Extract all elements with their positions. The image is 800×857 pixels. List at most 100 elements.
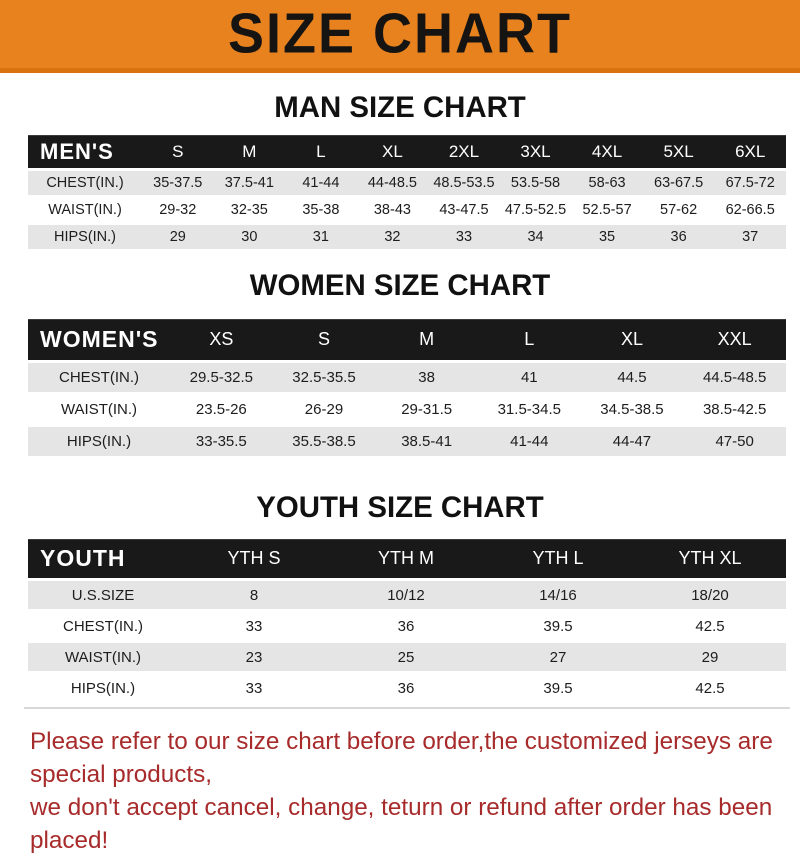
men-size-column-5: 2XL [428, 135, 500, 168]
youth-group-label: YOUTH [28, 539, 178, 578]
men-table-row: HIPS(IN.) 29 30 31 32 33 34 35 36 37 [28, 225, 786, 249]
youth-size-column-1: YTH S [178, 539, 330, 578]
page-title: SIZE CHART [228, 2, 572, 66]
men-table-cell: 33 [428, 225, 500, 249]
women-table-cell: 32.5-35.5 [272, 363, 376, 392]
men-table-cell: 38-43 [356, 198, 429, 222]
man-size-chart-section: MEN'S S M L XL 2XL 3XL 4XL 5XL 6XL CHEST(IN.) 35-3… [0, 132, 800, 252]
order-notice: Please refer to our size chart before or… [30, 725, 792, 857]
men-size-column-6: 3XL [499, 135, 572, 168]
men-table-cell: 34 [499, 225, 572, 249]
women-table-cell: 38.5-42.5 [683, 395, 786, 424]
youth-table: YOUTH YTH S YTH M YTH L YTH XL U.S.SIZE 8 10/1… [28, 536, 786, 705]
youth-table-cell: 39.5 [482, 612, 634, 640]
youth-table-cell: 8 [178, 581, 330, 609]
youth-table-cell: 39.5 [482, 674, 634, 702]
men-table-cell: 35-37.5 [142, 171, 214, 195]
men-group-label: MEN'S [28, 135, 142, 168]
women-size-column-5: XL [580, 319, 684, 360]
man-size-chart-title: MAN SIZE CHART [274, 91, 526, 124]
women-table-cell: 44.5 [580, 363, 684, 392]
men-table-row: WAIST(IN.) 29-32 32-35 35-38 38-43 43-47.5 47.… [28, 198, 786, 222]
men-table-cell: 32-35 [213, 198, 286, 222]
men-table-cell: 48.5-53.5 [428, 171, 500, 195]
men-table-cell: 29 [142, 225, 214, 249]
men-table-cell: 53.5-58 [499, 171, 572, 195]
youth-table-row: WAIST(IN.) 23 25 27 29 [28, 643, 786, 671]
youth-table-cell: 14/16 [482, 581, 634, 609]
men-size-column-9: 6XL [714, 135, 786, 168]
youth-table-cell: 23 [178, 643, 330, 671]
men-table-cell: 37 [714, 225, 786, 249]
women-size-column-3: M [375, 319, 478, 360]
women-table-cell: 23.5-26 [170, 395, 273, 424]
youth-table-cell: 36 [330, 612, 482, 640]
youth-table-cell: 42.5 [634, 674, 786, 702]
women-table-row: WAIST(IN.) 23.5-26 26-29 29-31.5 31.5-34.5 34… [28, 395, 786, 424]
men-row-label: WAIST(IN.) [28, 198, 142, 222]
women-table-cell: 35.5-38.5 [272, 427, 376, 456]
men-size-column-4: XL [356, 135, 429, 168]
order-notice-line-1: Please refer to our size chart before or… [30, 728, 773, 788]
men-table-cell: 29-32 [142, 198, 214, 222]
men-table-cell: 67.5-72 [714, 171, 786, 195]
women-size-column-6: XXL [683, 319, 786, 360]
men-size-column-7: 4XL [571, 135, 643, 168]
women-group-label: WOMEN'S [28, 319, 170, 360]
women-table-cell: 31.5-34.5 [477, 395, 581, 424]
youth-row-label: WAIST(IN.) [28, 643, 178, 671]
men-table-cell: 36 [642, 225, 715, 249]
women-table-cell: 38.5-41 [375, 427, 478, 456]
women-row-label: CHEST(IN.) [28, 363, 170, 392]
youth-table-cell: 33 [178, 674, 330, 702]
women-row-label: WAIST(IN.) [28, 395, 170, 424]
women-table-cell: 26-29 [272, 395, 376, 424]
men-table-cell: 30 [213, 225, 286, 249]
men-table-cell: 35 [571, 225, 643, 249]
women-table-cell: 41 [477, 363, 581, 392]
men-row-label: HIPS(IN.) [28, 225, 142, 249]
men-table-cell: 52.5-57 [571, 198, 643, 222]
women-size-chart-title: WOMEN SIZE CHART [249, 269, 551, 302]
youth-table-cell: 18/20 [634, 581, 786, 609]
women-table-cell: 41-44 [477, 427, 581, 456]
women-size-column-1: XS [170, 319, 273, 360]
women-table-cell: 38 [375, 363, 478, 392]
youth-table-cell: 33 [178, 612, 330, 640]
men-table-cell: 62-66.5 [714, 198, 786, 222]
women-size-column-4: L [477, 319, 581, 360]
men-size-column-3: L [285, 135, 357, 168]
youth-table-cell: 36 [330, 674, 482, 702]
women-table-cell: 33-35.5 [170, 427, 273, 456]
youth-size-column-2: YTH M [330, 539, 482, 578]
youth-table-cell: 10/12 [330, 581, 482, 609]
women-table-cell: 34.5-38.5 [580, 395, 684, 424]
men-table-cell: 32 [356, 225, 429, 249]
size-chart-banner: SIZE CHART [0, 0, 800, 73]
men-table-cell: 37.5-41 [213, 171, 286, 195]
men-table-row: CHEST(IN.) 35-37.5 37.5-41 41-44 44-48.5 48.5… [28, 171, 786, 195]
youth-row-label: CHEST(IN.) [28, 612, 178, 640]
youth-size-chart-section: YOUTH YTH S YTH M YTH L YTH XL U.S.SIZE 8 10/1… [0, 536, 800, 705]
women-table-cell: 44.5-48.5 [683, 363, 786, 392]
men-size-column-8: 5XL [642, 135, 715, 168]
youth-header-row: YOUTH YTH S YTH M YTH L YTH XL [28, 539, 786, 578]
women-table-cell: 47-50 [683, 427, 786, 456]
men-table-cell: 31 [285, 225, 357, 249]
women-size-column-2: S [272, 319, 376, 360]
men-table-cell: 41-44 [285, 171, 357, 195]
men-table-cell: 58-63 [571, 171, 643, 195]
men-table-cell: 43-47.5 [428, 198, 500, 222]
women-table: WOMEN'S XS S M L XL XXL CHEST(IN.) 29.5-32.5 32.… [28, 316, 786, 459]
youth-table-cell: 25 [330, 643, 482, 671]
youth-size-column-3: YTH L [482, 539, 634, 578]
youth-table-cell: 29 [634, 643, 786, 671]
women-table-cell: 29.5-32.5 [170, 363, 273, 392]
women-row-label: HIPS(IN.) [28, 427, 170, 456]
men-table-cell: 57-62 [642, 198, 715, 222]
men-table-cell: 35-38 [285, 198, 357, 222]
men-table: MEN'S S M L XL 2XL 3XL 4XL 5XL 6XL CHEST(IN.) 35-3… [28, 132, 786, 252]
men-size-column-2: M [213, 135, 286, 168]
women-table-row: HIPS(IN.) 33-35.5 35.5-38.5 38.5-41 41-44 44-… [28, 427, 786, 456]
youth-row-label: U.S.SIZE [28, 581, 178, 609]
